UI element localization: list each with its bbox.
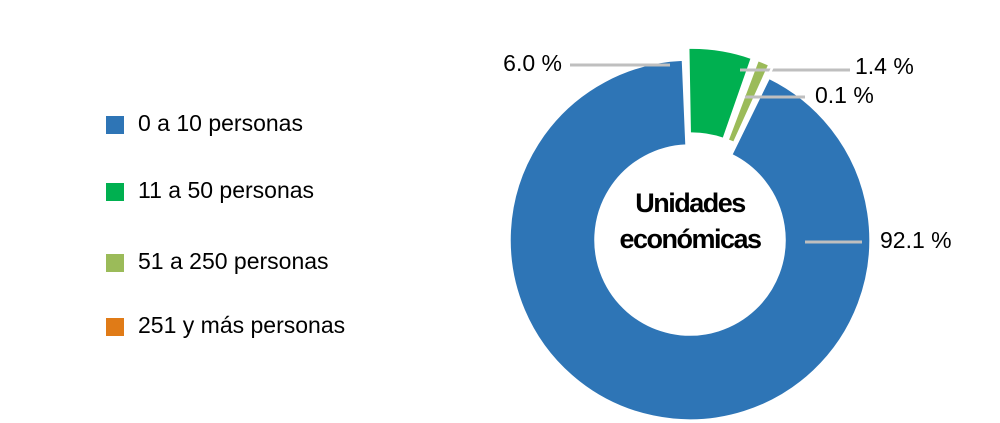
data-label: 1.4 % [855,53,914,79]
donut-slice [734,65,775,145]
legend-label: 51 a 250 personas [138,248,329,274]
data-label: 92.1 % [880,227,952,253]
legend-swatch [106,116,124,134]
donut-slice [687,47,753,140]
data-label: 6.0 % [503,50,562,76]
legend-label: 251 y más personas [138,312,345,338]
legend-swatch [106,318,124,336]
center-label: Unidades económicas [619,188,762,254]
legend-label: 0 a 10 personas [138,110,303,136]
legend-swatch [106,183,124,201]
donut-slice [509,59,871,421]
donut-slice [727,59,770,144]
data-label: 0.1 % [815,82,874,108]
legend-swatch [106,254,124,272]
legend-label: 11 a 50 personas [138,177,314,203]
